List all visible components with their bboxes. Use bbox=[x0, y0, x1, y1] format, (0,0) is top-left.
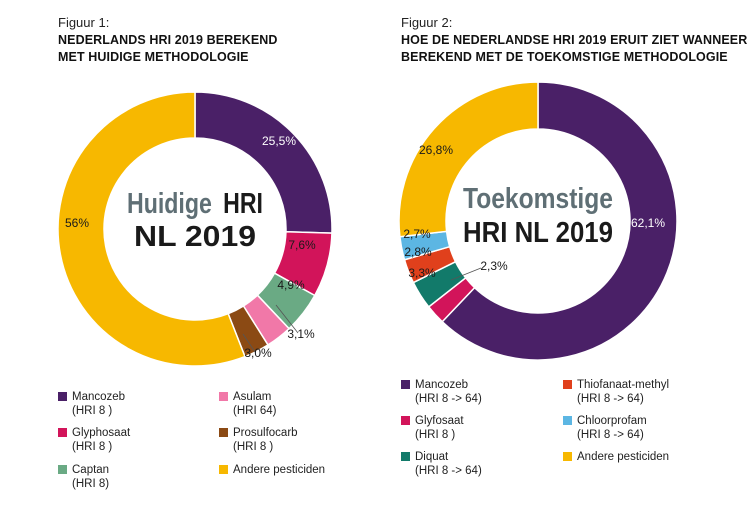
center-label-line-2: HRI NL 2019 bbox=[463, 217, 613, 249]
data-label: 56% bbox=[65, 216, 89, 230]
legend-sublabel: (HRI 8 -> 64) bbox=[415, 465, 482, 477]
figure-label: Figuur 1: bbox=[58, 15, 110, 30]
slice-andere-pesticiden bbox=[398, 81, 539, 238]
donut-chart: 62,1% 2,3% 3,3% 2,8% 2,7% 26,8% Toekomstige H… bbox=[398, 81, 678, 361]
legend-swatch bbox=[219, 465, 228, 474]
legend-label: Diquat bbox=[415, 451, 449, 463]
legend-label: Captan bbox=[72, 464, 110, 476]
center-label-line-1-b: HRI bbox=[223, 188, 263, 220]
chart-title-line-1: NEDERLANDS HRI 2019 BEREKEND bbox=[58, 33, 278, 47]
legend-label: Glyphosaat bbox=[72, 427, 131, 439]
figure-2: Figuur 2: HOE DE NEDERLANDSE HRI 2019 ER… bbox=[375, 0, 750, 512]
center-label-line-1: Huidige HRI bbox=[127, 188, 263, 220]
slice-mancozeb bbox=[441, 81, 678, 361]
legend-swatch bbox=[219, 428, 228, 437]
legend-sublabel: (HRI 8 ) bbox=[415, 429, 456, 441]
donut-chart: 25,5% 7,6% 4,9% 3,1% 3,0% 56% Huidige HRI NL … bbox=[57, 91, 333, 367]
legend-sublabel: (HRI 8 -> 64) bbox=[577, 393, 644, 405]
chart-title: HOE DE NEDERLANDSE HRI 2019 ERUIT ZIET W… bbox=[401, 32, 747, 66]
legend-sublabel: (HRI 8 -> 64) bbox=[577, 429, 644, 441]
legend-swatch bbox=[563, 452, 572, 461]
leader-line bbox=[275, 304, 299, 334]
data-label: 3,3% bbox=[408, 266, 436, 280]
data-label: 26,8% bbox=[419, 143, 453, 157]
legend-swatch bbox=[401, 380, 410, 389]
legend-label: Asulam bbox=[233, 391, 272, 403]
data-label: 62,1% bbox=[631, 216, 665, 230]
legend-swatch bbox=[58, 428, 67, 437]
data-label: 4,9% bbox=[277, 278, 305, 292]
legend-sublabel: (HRI 64) bbox=[233, 405, 277, 417]
legend-swatch bbox=[401, 416, 410, 425]
figure-label: Figuur 2: bbox=[401, 15, 453, 30]
chart-title-line-2: MET HUIDIGE METHODOLOGIE bbox=[58, 50, 249, 64]
legend-swatch bbox=[219, 392, 228, 401]
legend-sublabel: (HRI 8) bbox=[72, 478, 110, 490]
center-label-line-1: Toekomstige bbox=[463, 183, 613, 215]
legend-sublabel: (HRI 8 ) bbox=[72, 441, 113, 453]
legend-swatch bbox=[563, 416, 572, 425]
data-label: 2,3% bbox=[480, 259, 508, 273]
legend-swatch bbox=[563, 380, 572, 389]
leader-line bbox=[450, 267, 482, 281]
legend-label: Chloorprofam bbox=[577, 415, 647, 427]
chart-title-line-1: HOE DE NEDERLANDSE HRI 2019 ERUIT ZIET W… bbox=[401, 33, 748, 47]
center-label-line-1-a: Huidige bbox=[127, 188, 212, 220]
center-label-line-2: NL 2019 bbox=[134, 221, 256, 253]
chart-title-line-2: BEREKEND MET DE TOEKOMSTIGE METHODOLOGIE bbox=[401, 50, 728, 64]
chart-title: NEDERLANDS HRI 2019 BEREKEND MET HUIDIGE… bbox=[58, 32, 278, 66]
figure-1: Figuur 1: NEDERLANDS HRI 2019 BEREKEND M… bbox=[0, 15, 375, 506]
legend-label: Andere pesticiden bbox=[233, 464, 326, 476]
legend-sublabel: (HRI 8 ) bbox=[72, 405, 113, 417]
data-label: 2,8% bbox=[404, 245, 432, 259]
data-label: 3,0% bbox=[244, 346, 272, 360]
data-label: 3,1% bbox=[287, 327, 315, 341]
legend-label: Andere pesticiden bbox=[577, 451, 670, 463]
legend-label: Prosulfocarb bbox=[233, 427, 298, 439]
slice-andere-pesticiden bbox=[57, 91, 246, 367]
data-label: 25,5% bbox=[262, 134, 296, 148]
legend-swatch bbox=[58, 392, 67, 401]
legend-label: Glyfosaat bbox=[415, 415, 464, 427]
legend-label: Mancozeb bbox=[72, 391, 126, 403]
data-label: 7,6% bbox=[288, 238, 316, 252]
leader-line bbox=[242, 333, 256, 353]
legend-label: Mancozeb bbox=[415, 379, 469, 391]
legend: Mancozeb (HRI 8 -> 64) Glyfosaat (HRI 8 ) … bbox=[375, 376, 750, 506]
legend-sublabel: (HRI 8 ) bbox=[233, 441, 274, 453]
legend-sublabel: (HRI 8 -> 64) bbox=[415, 393, 482, 405]
legend-label: Thiofanaat-methyl bbox=[577, 379, 670, 391]
data-label: 2,7% bbox=[403, 227, 431, 241]
legend-swatch bbox=[58, 465, 67, 474]
legend: Mancozeb (HRI 8 ) Glyphosaat (HRI 8 ) Capt… bbox=[0, 376, 375, 506]
legend-swatch bbox=[401, 452, 410, 461]
